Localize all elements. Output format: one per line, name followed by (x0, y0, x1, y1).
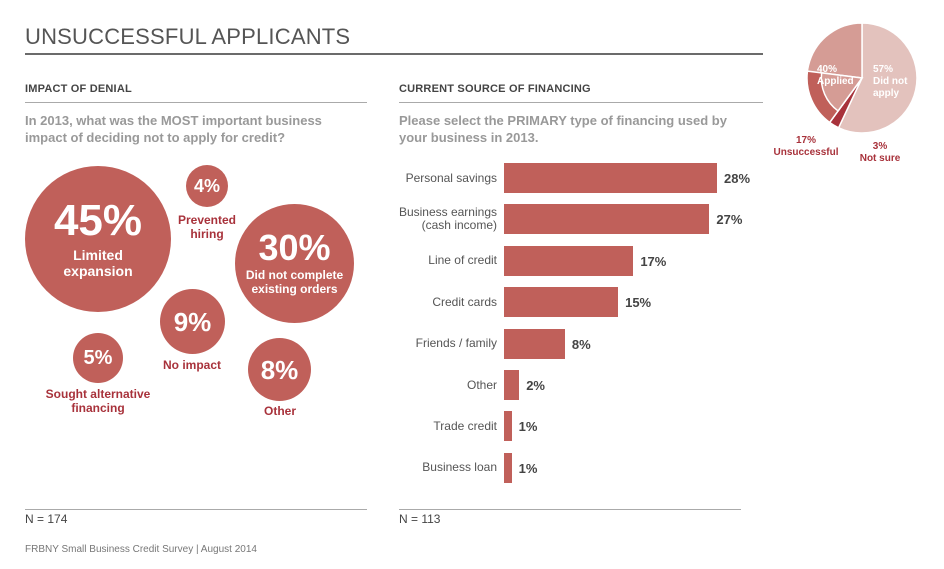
bar-label-credit-cards: Credit cards (432, 294, 497, 309)
pie-unsuccessful-value: 17% (795, 135, 816, 146)
bubble-did-not-complete-orders-label: Did not complete existing orders (245, 268, 344, 296)
pie-slice-applied-inner (820, 72, 864, 112)
bar-label-personal-savings: Personal savings (405, 170, 497, 185)
bubble-no-impact-value: 9% (173, 306, 212, 337)
bubble-did-not-complete-orders-value: 30% (258, 227, 331, 269)
bubble-other: 8% (248, 338, 311, 401)
bar-value-trade-credit: 1% (518, 419, 538, 435)
bar-line-of-credit (504, 245, 634, 276)
bubble-other-label: Other (263, 404, 296, 418)
bubble-did-not-complete-orders: 30% Did not complete existing orders (235, 204, 354, 323)
bubble-limited-expansion-value: 45% (53, 195, 143, 245)
pie-unsuccessful-label: 17% Unsuccessful (772, 135, 840, 159)
bar-label-business-loan: Business loan (422, 460, 497, 475)
pie-not-sure-text: Not sure (859, 153, 901, 164)
bubble-prevented-hiring: 4% (186, 165, 228, 207)
financing-heading-rule (399, 102, 763, 103)
pie-did-not-apply-label: 57% Did not apply (873, 64, 913, 100)
bar-business-earnings-cash-income (504, 204, 710, 235)
bar-value-other: 2% (526, 378, 545, 393)
impact-question: In 2013, what was the MOST important bus… (25, 113, 322, 145)
bar-label-line-of-credit: Line of credit (428, 253, 497, 268)
pie-not-sure-label: 3% Not sure (855, 141, 905, 165)
financing-heading: CURRENT SOURCE OF FINANCING (399, 83, 591, 95)
title-divider (25, 53, 763, 55)
bubble-sought-alternative: 5% (73, 333, 123, 383)
bar-value-business-loan: 1% (518, 460, 538, 476)
bubble-sought-alternative-label: Sought alternative financing (45, 387, 151, 415)
bar-value-line-of-credit: 17% (640, 253, 667, 269)
bar-trade-credit (504, 411, 512, 442)
impact-bottom-rule (25, 509, 367, 510)
impact-sample-size: N = 174 (25, 512, 68, 526)
pie-unsuccessful-text: Unsuccessful (773, 147, 839, 158)
impact-heading: IMPACT OF DENIAL (25, 83, 132, 95)
pie-not-sure-value: 3% (872, 141, 888, 152)
bar-business-loan (504, 452, 512, 483)
bubble-other-value: 8% (260, 354, 299, 385)
source-note: FRBNY Small Business Credit Survey | Aug… (25, 544, 257, 555)
bar-credit-cards (504, 287, 619, 318)
bar-value-business-earnings-cash-income: 27% (716, 212, 743, 228)
pie-applied-text: Applied (817, 76, 854, 87)
bubble-prevented-hiring-label: Prevented hiring (177, 213, 237, 241)
bar-other (504, 370, 520, 400)
financing-bottom-rule (399, 509, 741, 510)
pie-did-not-apply-value: 57% (873, 64, 894, 75)
financing-sample-size: N = 113 (399, 512, 441, 526)
bar-label-other: Other (466, 377, 497, 392)
bar-value-credit-cards: 15% (625, 295, 652, 311)
pie-applied-label: 40% Applied (817, 64, 854, 88)
bar-label-friends-family: Friends / family (415, 336, 497, 351)
financing-question: Please select the PRIMARY type of financ… (399, 113, 727, 145)
bubble-limited-expansion: 45% Limited expansion (25, 166, 171, 312)
bubble-limited-expansion-label: Limited expansion (63, 246, 133, 279)
bubble-prevented-hiring-value: 4% (193, 176, 220, 196)
bubble-no-impact-label: No impact (162, 358, 221, 372)
bar-label-trade-credit: Trade credit (433, 418, 497, 433)
bar-label-business-earnings-cash-income: Business earnings (cash income) (398, 205, 497, 233)
page-title: UNSUCCESSFUL APPLICANTS (25, 24, 351, 49)
bubble-no-impact: 9% (160, 289, 225, 354)
impact-heading-rule (25, 102, 367, 103)
bar-friends-family (504, 328, 565, 359)
bar-value-friends-family: 8% (571, 336, 591, 352)
bubble-sought-alternative-value: 5% (83, 347, 113, 369)
applicant-pie-chart (806, 22, 918, 134)
pie-applied-value: 40% (817, 64, 838, 75)
pie-did-not-apply-text: Did not apply (873, 76, 908, 99)
pie-slice-did-not-apply (837, 22, 918, 134)
bar-value-personal-savings: 28% (724, 171, 751, 186)
bar-personal-savings (504, 163, 717, 193)
